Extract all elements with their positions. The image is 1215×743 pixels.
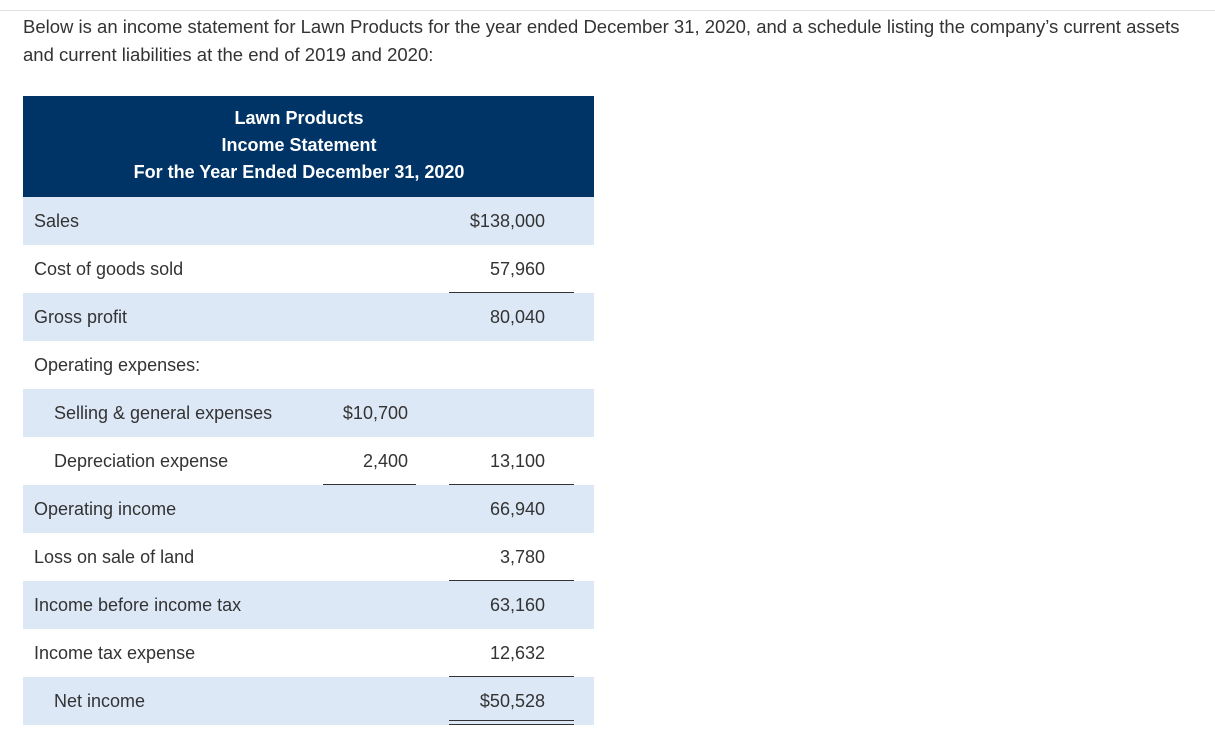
row-income-tax-expense: Income tax expense 12,632 bbox=[23, 629, 594, 677]
row-loss-on-sale-of-land: Loss on sale of land 3,780 bbox=[23, 533, 594, 581]
statement-period: For the Year Ended December 31, 2020 bbox=[133, 162, 465, 182]
subtotal-rule bbox=[449, 484, 574, 485]
row-total-value: 80,040 bbox=[489, 307, 545, 327]
row-label: Cost of goods sold bbox=[34, 259, 184, 279]
double-underline-rule bbox=[449, 720, 574, 725]
row-total-value: 13,100 bbox=[489, 451, 545, 471]
row-sales: Sales $138,000 bbox=[23, 197, 594, 245]
statement-header: Lawn Products Income Statement For the Y… bbox=[23, 96, 594, 197]
top-divider bbox=[0, 0, 1215, 11]
row-total-value: 12,632 bbox=[489, 643, 545, 663]
row-operating-expenses-heading: Operating expenses: bbox=[23, 341, 594, 389]
row-cost-of-goods-sold: Cost of goods sold 57,960 bbox=[23, 245, 594, 293]
row-label: Operating income bbox=[34, 499, 177, 519]
row-label: Depreciation expense bbox=[54, 451, 229, 471]
row-label: Loss on sale of land bbox=[34, 547, 195, 567]
subtotal-rule bbox=[449, 676, 574, 677]
row-total-value: 3,780 bbox=[499, 547, 545, 567]
row-detail-value: $10,700 bbox=[342, 403, 408, 423]
row-label: Selling & general expenses bbox=[54, 403, 273, 423]
detail-subtotal-rule bbox=[323, 484, 416, 485]
row-label: Operating expenses: bbox=[34, 355, 201, 375]
row-selling-general-expenses: Selling & general expenses $10,700 bbox=[23, 389, 594, 437]
row-gross-profit: Gross profit 80,040 bbox=[23, 293, 594, 341]
row-label: Gross profit bbox=[34, 307, 128, 327]
row-total-value: 57,960 bbox=[489, 259, 545, 279]
row-label: Net income bbox=[54, 691, 146, 711]
row-depreciation-expense: Depreciation expense 2,400 13,100 bbox=[23, 437, 594, 485]
subtotal-rule bbox=[449, 580, 574, 581]
row-label: Sales bbox=[34, 211, 80, 231]
row-total-value: 63,160 bbox=[489, 595, 545, 615]
row-income-before-tax: Income before income tax 63,160 bbox=[23, 581, 594, 629]
row-operating-income: Operating income 66,940 bbox=[23, 485, 594, 533]
subtotal-rule bbox=[449, 292, 574, 293]
row-label: Income before income tax bbox=[34, 595, 242, 615]
intro-paragraph: Below is an income statement for Lawn Pr… bbox=[23, 16, 1180, 65]
company-name: Lawn Products bbox=[234, 108, 364, 128]
row-label: Income tax expense bbox=[34, 643, 196, 663]
row-total-value: $50,528 bbox=[479, 691, 545, 711]
row-total-value: $138,000 bbox=[469, 211, 545, 231]
row-net-income: Net income $50,528 bbox=[23, 677, 594, 725]
row-detail-value: 2,400 bbox=[362, 451, 408, 471]
income-statement-table: Lawn Products Income Statement For the Y… bbox=[23, 96, 594, 725]
row-total-value: 66,940 bbox=[489, 499, 545, 519]
statement-title: Income Statement bbox=[221, 135, 377, 155]
